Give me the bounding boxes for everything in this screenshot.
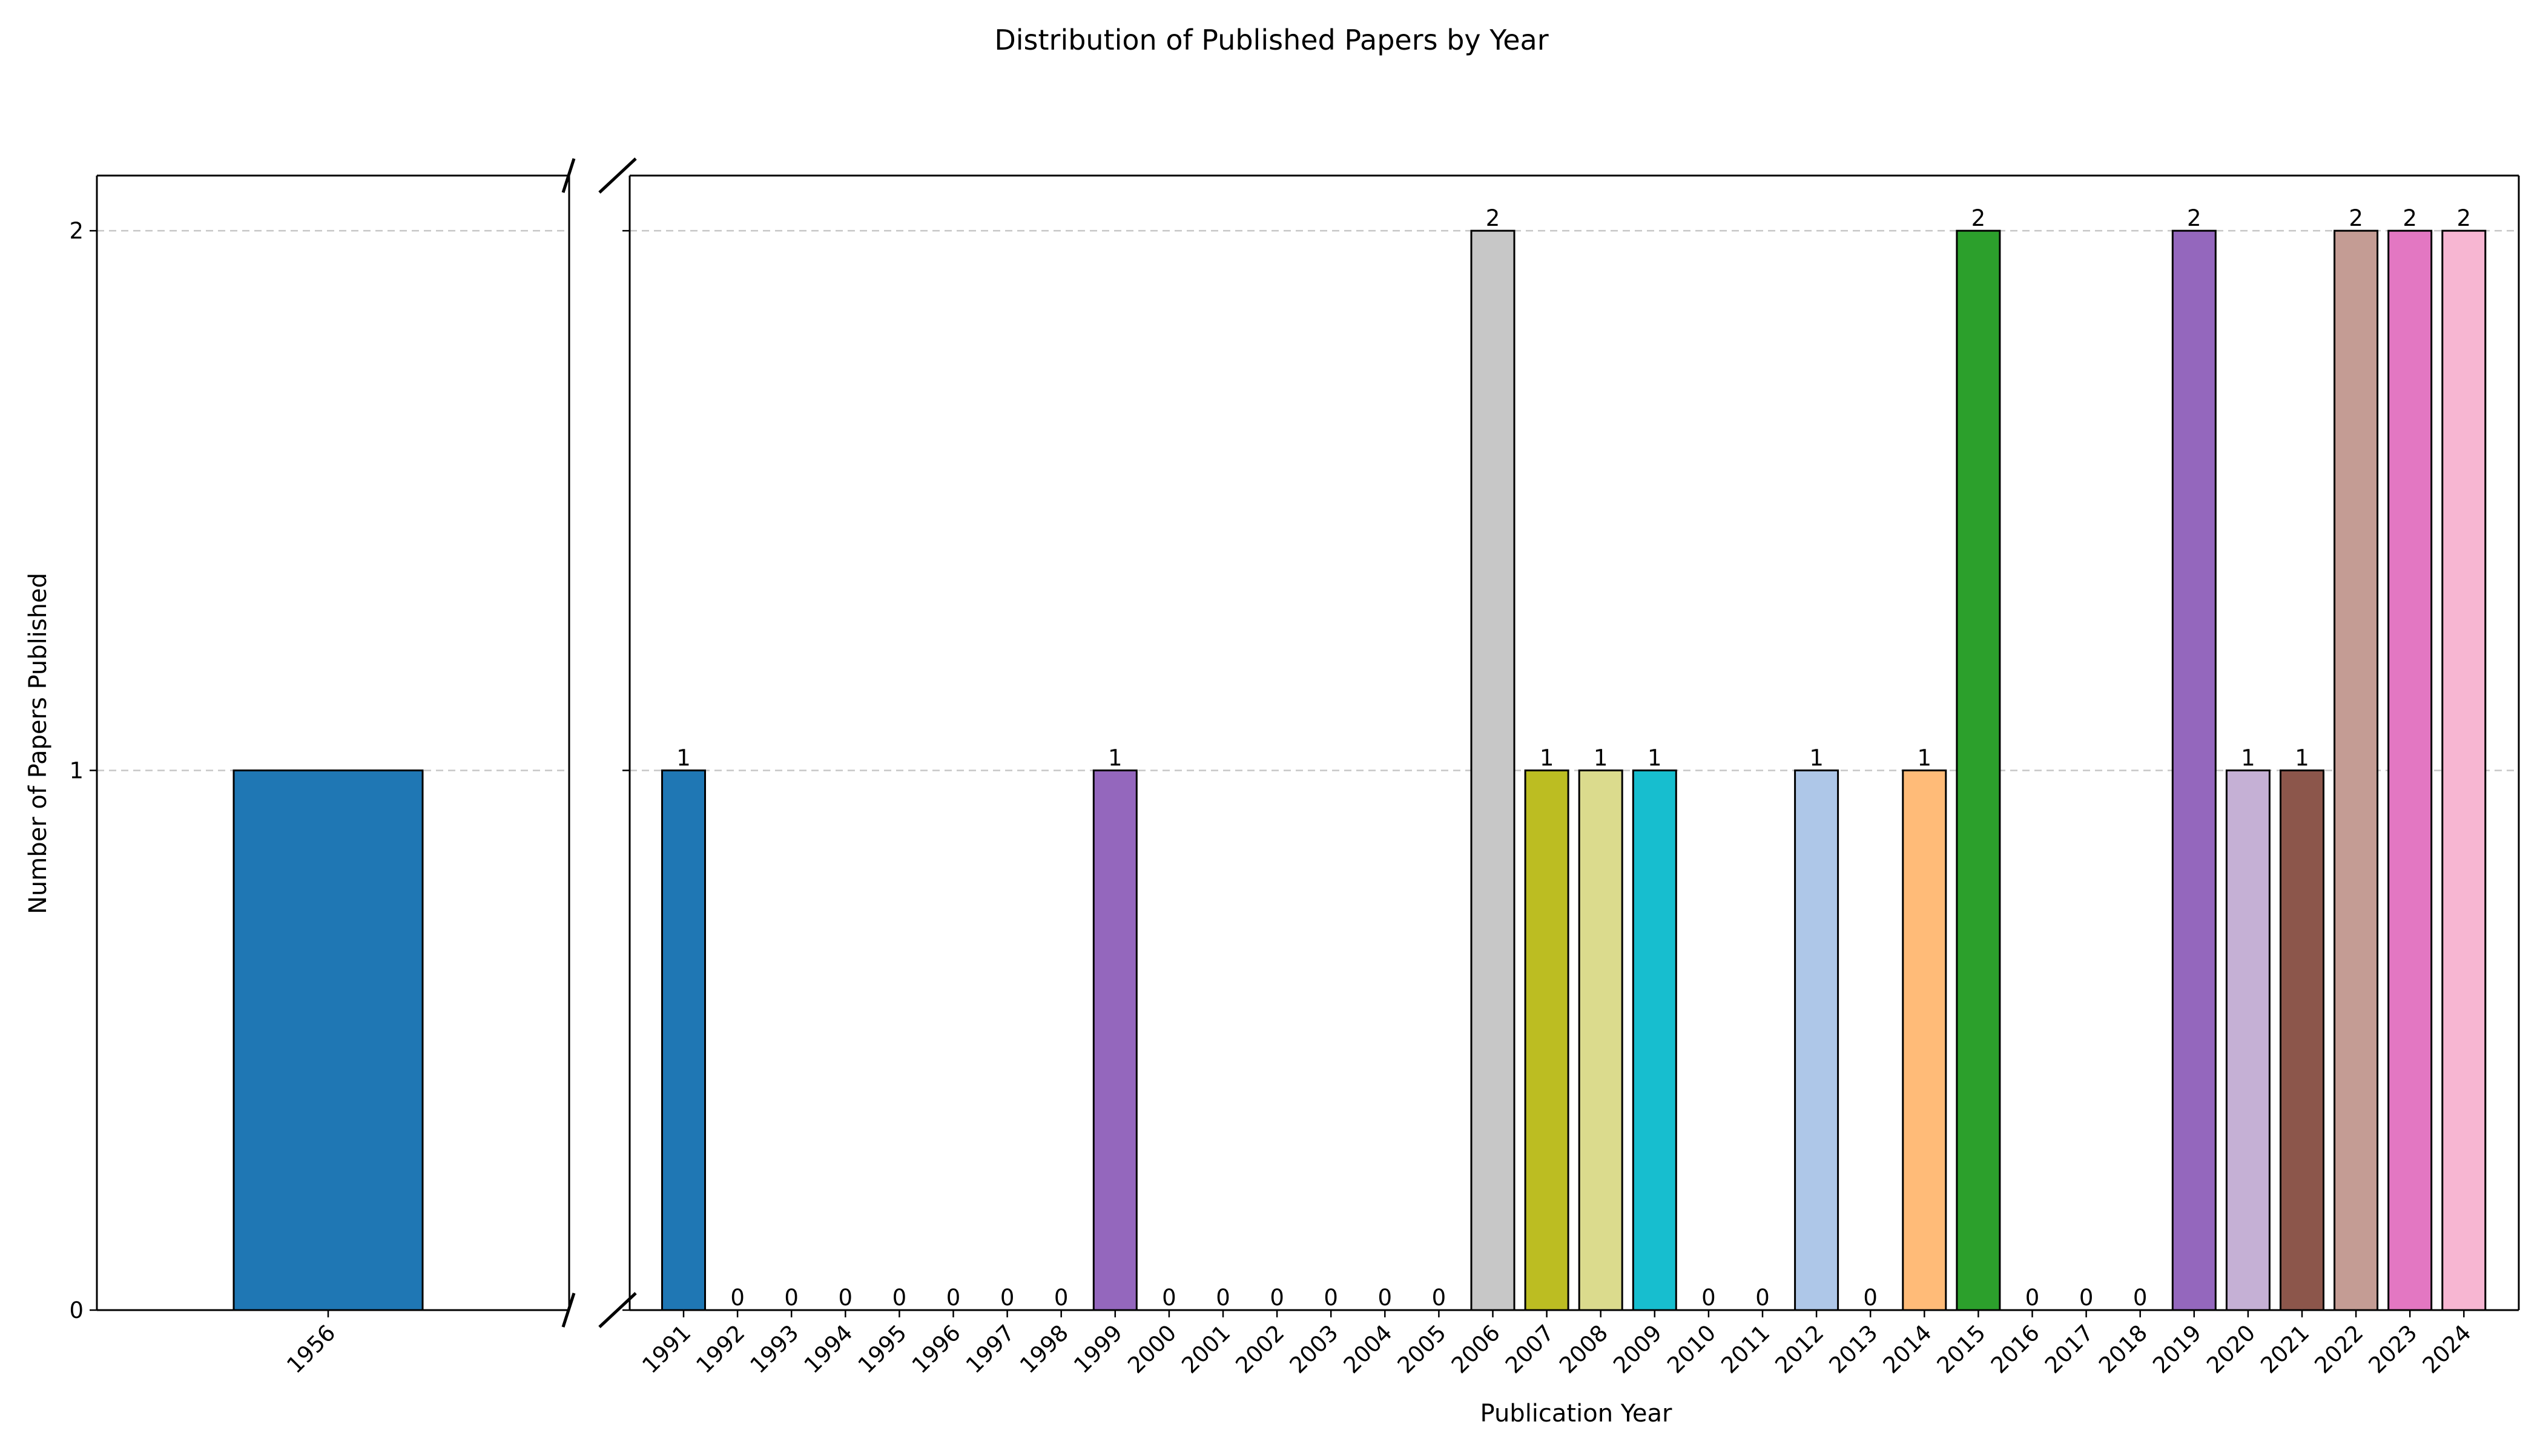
- axis-break-marker: [561, 158, 576, 193]
- bar-value-label: 0: [1162, 1285, 1176, 1311]
- x-tick-label: 1992: [691, 1320, 750, 1379]
- x-tick-label: 2001: [1176, 1320, 1235, 1379]
- bar-value-label: 2: [2187, 205, 2202, 231]
- x-tick-label: 2020: [2202, 1320, 2260, 1379]
- y-tick-label: 1: [69, 758, 84, 784]
- chart-title: Distribution of Published Papers by Year: [994, 24, 1548, 56]
- x-tick-label: 2023: [2364, 1320, 2423, 1379]
- x-tick-label: 1993: [745, 1320, 804, 1379]
- x-tick-label: 1998: [1015, 1320, 1074, 1379]
- y-axis-label: Number of Papers Published: [24, 573, 52, 914]
- y-tick-label: 2: [69, 218, 84, 244]
- y-tick-label: 0: [69, 1297, 84, 1323]
- bar-value-label: 0: [730, 1285, 745, 1311]
- bar-2023: [2387, 229, 2433, 1311]
- bar-value-label: 0: [2133, 1285, 2148, 1311]
- bar-value-label: 1: [676, 745, 691, 771]
- x-tick-label: 2004: [1339, 1320, 1397, 1379]
- bar-value-label: 0: [839, 1285, 853, 1311]
- x-tick-label: 2017: [2040, 1320, 2099, 1379]
- x-tick-label: 1995: [853, 1320, 912, 1379]
- x-tick-label: 1997: [961, 1320, 1020, 1379]
- bar-value-label: 2: [2349, 205, 2363, 231]
- x-tick-label: 2000: [1123, 1320, 1181, 1379]
- x-tick-label: 2021: [2255, 1320, 2314, 1379]
- bar-value-label: 0: [946, 1285, 961, 1311]
- x-tick-label: 1996: [907, 1320, 966, 1379]
- bar-value-label: 2: [2457, 205, 2472, 231]
- x-tick-label: 1991: [637, 1320, 696, 1379]
- bar-value-label: 1: [2241, 745, 2255, 771]
- bar-value-label: 2: [1971, 205, 1986, 231]
- bar-value-label: 1: [1809, 745, 1824, 771]
- x-tick-label: 2011: [1716, 1320, 1775, 1379]
- bar-value-label: 0: [1755, 1285, 1770, 1311]
- x-tick-label: 2018: [2094, 1320, 2152, 1379]
- x-tick-label: 2006: [1446, 1320, 1505, 1379]
- x-tick-label: 1956: [282, 1320, 340, 1379]
- bar-value-label: 1: [1594, 745, 1608, 771]
- axis-break-marker: [598, 1292, 637, 1328]
- x-tick-label: 1999: [1069, 1320, 1127, 1379]
- x-tick-label: 2022: [2309, 1320, 2368, 1379]
- bar-2012: [1794, 769, 1839, 1311]
- x-tick-label: 2012: [1770, 1320, 1829, 1379]
- bar-2019: [2171, 229, 2217, 1311]
- plot-layer: 1956119910199201993019940199501996019970…: [69, 157, 2520, 1379]
- bar-2024: [2441, 229, 2487, 1311]
- bar-value-label: 0: [1054, 1285, 1069, 1311]
- x-tick-label: 2013: [1824, 1320, 1883, 1379]
- x-tick-label: 2016: [1986, 1320, 2045, 1379]
- bar-2008: [1578, 769, 1623, 1311]
- bar-2020: [2225, 769, 2271, 1311]
- bar-1999: [1092, 769, 1138, 1311]
- x-tick-label: 2007: [1500, 1320, 1559, 1379]
- x-axis-label: Publication Year: [1480, 1400, 1672, 1428]
- bar-2009: [1632, 769, 1677, 1311]
- x-tick-label: 2005: [1393, 1320, 1451, 1379]
- bar-value-label: 0: [784, 1285, 799, 1311]
- bar-value-label: 1: [2295, 745, 2309, 771]
- bar-left-1956: [233, 769, 424, 1311]
- bar-value-label: 1: [1648, 745, 1662, 771]
- bar-value-label: 0: [1216, 1285, 1230, 1311]
- bar-2014: [1902, 769, 1947, 1311]
- x-tick-label: 2009: [1608, 1320, 1667, 1379]
- x-tick-label: 2010: [1662, 1320, 1721, 1379]
- bar-2007: [1524, 769, 1569, 1311]
- bar-2015: [1956, 229, 2001, 1311]
- bar-value-label: 2: [2403, 205, 2417, 231]
- bar-value-label: 0: [2079, 1285, 2094, 1311]
- x-tick-label: 2015: [1932, 1320, 1991, 1379]
- bar-value-label: 0: [1000, 1285, 1015, 1311]
- bar-value-label: 0: [1701, 1285, 1716, 1311]
- bar-value-label: 1: [1108, 745, 1123, 771]
- axis-break-marker: [561, 1293, 576, 1328]
- x-tick-label: 2003: [1285, 1320, 1344, 1379]
- axis-break-marker: [598, 157, 637, 194]
- bar-value-label: 0: [892, 1285, 907, 1311]
- bar-value-label: 0: [1863, 1285, 1878, 1311]
- x-tick-label: 2014: [1878, 1320, 1937, 1379]
- bar-value-label: 0: [1432, 1285, 1446, 1311]
- bar-2021: [2280, 769, 2324, 1311]
- bar-1991: [661, 769, 706, 1311]
- bar-value-label: 0: [1324, 1285, 1338, 1311]
- bar-value-label: 0: [1270, 1285, 1284, 1311]
- bar-value-label: 1: [1540, 745, 1554, 771]
- bar-value-label: 0: [1378, 1285, 1393, 1311]
- x-tick-label: 1994: [799, 1320, 858, 1379]
- x-tick-label: 2002: [1230, 1320, 1289, 1379]
- x-tick-label: 2019: [2148, 1320, 2206, 1379]
- x-tick-label: 2008: [1554, 1320, 1613, 1379]
- bar-value-label: 2: [1486, 205, 1500, 231]
- bar-2006: [1470, 229, 1516, 1311]
- bar-2022: [2334, 229, 2379, 1311]
- bar-value-label: 1: [1918, 745, 1932, 771]
- x-tick-label: 2024: [2418, 1320, 2476, 1379]
- bar-value-label: 0: [2025, 1285, 2040, 1311]
